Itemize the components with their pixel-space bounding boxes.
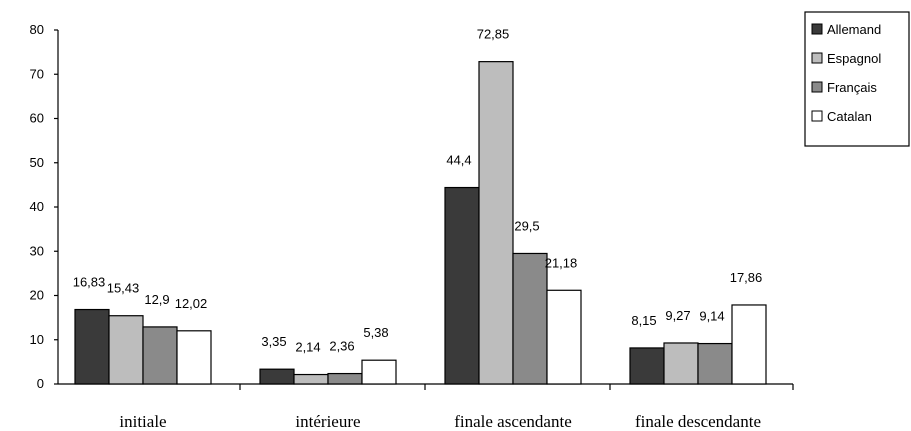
legend-label: Catalan [827,109,872,124]
legend-label: Espagnol [827,51,881,66]
value-label: 17,86 [730,270,763,285]
bar [697,342,733,385]
y-tick-label: 10 [30,332,44,347]
legend-label: Français [827,80,877,95]
value-label: 3,35 [261,334,286,349]
value-label: 5,38 [363,325,388,340]
bar [444,186,480,385]
bars [74,61,767,385]
legend-swatch [811,23,823,35]
value-label: 2,36 [329,339,354,354]
y-tick-label: 60 [30,111,44,126]
legend: Allemand Espagnol Français Catalan [804,11,910,147]
x-category-label: finale descendante [635,412,761,431]
bar [142,326,178,385]
bar [731,304,767,385]
value-label: 2,14 [295,340,320,355]
legend-label: Allemand [827,22,881,37]
value-label: 15,43 [107,281,140,296]
legend-swatch [811,81,823,93]
y-tick-label: 80 [30,22,44,37]
bar [546,289,582,385]
data-labels: 16,83 3,35 44,4 8,15 15,43 2,14 72,85 9,27 12,9 2… [73,27,763,355]
bar [74,308,110,385]
bar [327,372,363,385]
value-label: 44,4 [446,153,471,168]
x-category-label: intérieure [295,412,360,431]
value-label: 16,83 [73,275,106,290]
bar [108,315,144,385]
value-label: 9,27 [665,308,690,323]
bar [361,359,397,385]
bar [259,368,295,385]
value-label: 72,85 [477,27,510,42]
value-label: 29,5 [514,218,539,233]
y-tick-label: 0 [37,376,44,391]
x-category-label: initiale [119,412,166,431]
bar [663,342,699,385]
y-tick-label: 30 [30,243,44,258]
bar [512,252,548,385]
y-tick-label: 70 [30,66,44,81]
y-tick-label: 50 [30,155,44,170]
legend-swatch [811,52,823,64]
value-label: 8,15 [631,313,656,328]
bar [293,373,329,385]
x-category-label: finale ascendante [454,412,572,431]
value-label: 12,02 [175,296,208,311]
value-label: 21,18 [545,255,578,270]
y-tick-label: 40 [30,199,44,214]
y-tick-label: 20 [30,288,44,303]
value-label: 12,9 [144,292,169,307]
value-label: 9,14 [699,309,724,324]
legend-swatch [811,110,823,122]
bar [176,330,212,385]
bar [478,61,514,385]
bar [629,347,665,385]
